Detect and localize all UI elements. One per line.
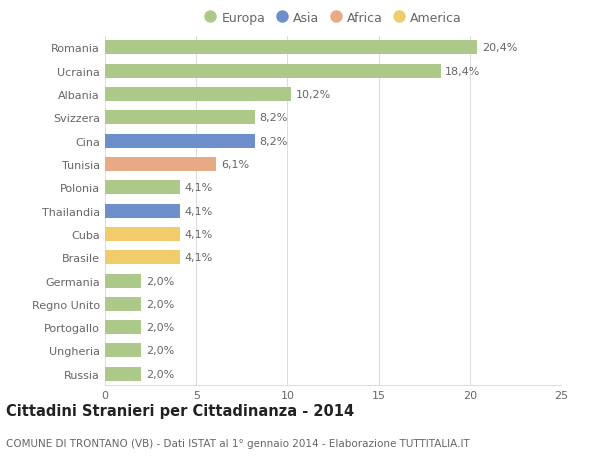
Text: 4,1%: 4,1% (184, 230, 212, 240)
Text: 20,4%: 20,4% (482, 43, 517, 53)
Bar (105, 297, 142, 311)
Text: 8,2%: 8,2% (259, 113, 287, 123)
Bar (105, 157, 216, 172)
Bar (105, 204, 180, 218)
Bar (105, 274, 142, 288)
Bar (105, 65, 440, 78)
Legend: Europa, Asia, Africa, America: Europa, Asia, Africa, America (200, 8, 466, 28)
Bar (105, 320, 142, 335)
Text: 18,4%: 18,4% (445, 67, 481, 77)
Bar (105, 134, 254, 148)
Text: 2,0%: 2,0% (146, 322, 174, 332)
Text: Cittadini Stranieri per Cittadinanza - 2014: Cittadini Stranieri per Cittadinanza - 2… (6, 403, 354, 419)
Bar (105, 41, 477, 56)
Text: COMUNE DI TRONTANO (VB) - Dati ISTAT al 1° gennaio 2014 - Elaborazione TUTTITALI: COMUNE DI TRONTANO (VB) - Dati ISTAT al … (6, 438, 470, 448)
Bar (105, 88, 291, 102)
Text: 2,0%: 2,0% (146, 276, 174, 286)
Bar (105, 251, 180, 265)
Text: 4,1%: 4,1% (184, 252, 212, 263)
Text: 6,1%: 6,1% (221, 160, 249, 170)
Text: 10,2%: 10,2% (296, 90, 331, 100)
Text: 4,1%: 4,1% (184, 183, 212, 193)
Bar (105, 111, 254, 125)
Text: 2,0%: 2,0% (146, 346, 174, 356)
Text: 2,0%: 2,0% (146, 299, 174, 309)
Text: 2,0%: 2,0% (146, 369, 174, 379)
Bar (105, 367, 142, 381)
Bar (105, 344, 142, 358)
Text: 4,1%: 4,1% (184, 206, 212, 216)
Bar (105, 181, 180, 195)
Text: 8,2%: 8,2% (259, 136, 287, 146)
Bar (105, 227, 180, 241)
